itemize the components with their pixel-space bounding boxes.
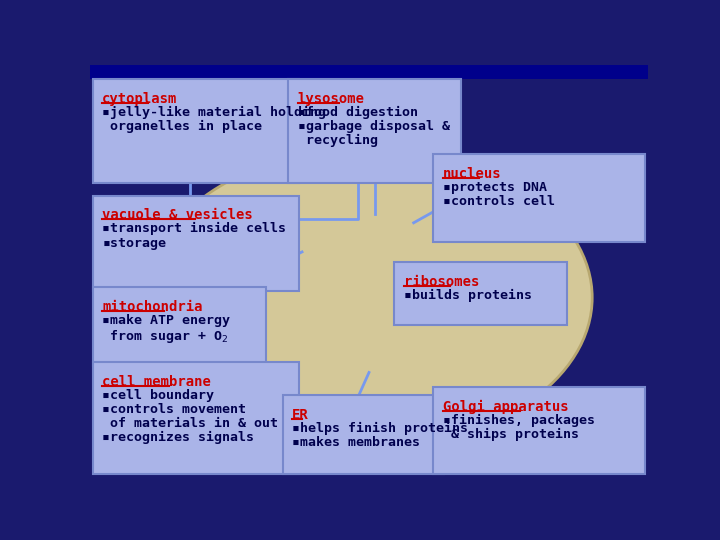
Text: ▪storage: ▪storage bbox=[102, 237, 166, 249]
FancyBboxPatch shape bbox=[288, 79, 461, 183]
Text: ▪controls cell: ▪controls cell bbox=[443, 195, 554, 208]
FancyBboxPatch shape bbox=[93, 196, 300, 292]
Text: ▪make ATP energy: ▪make ATP energy bbox=[102, 314, 230, 327]
Text: ▪garbage disposal &: ▪garbage disposal & bbox=[297, 120, 449, 133]
FancyBboxPatch shape bbox=[394, 262, 567, 325]
Text: ▪finishes, packages: ▪finishes, packages bbox=[443, 414, 595, 427]
Text: from sugar + O$_2$: from sugar + O$_2$ bbox=[102, 328, 229, 345]
Text: & ships proteins: & ships proteins bbox=[443, 428, 579, 441]
Text: ▪transport inside cells: ▪transport inside cells bbox=[102, 222, 287, 235]
Text: of materials in & out: of materials in & out bbox=[102, 417, 278, 430]
Text: Golgi apparatus: Golgi apparatus bbox=[443, 400, 568, 414]
Text: ▪recognizes signals: ▪recognizes signals bbox=[102, 431, 254, 444]
Text: cell membrane: cell membrane bbox=[102, 375, 211, 389]
FancyBboxPatch shape bbox=[433, 387, 645, 474]
Text: mitochondria: mitochondria bbox=[102, 300, 203, 314]
Text: ▪makes membranes: ▪makes membranes bbox=[292, 436, 420, 449]
Text: ER: ER bbox=[292, 408, 309, 422]
Text: ▪builds proteins: ▪builds proteins bbox=[404, 289, 531, 302]
FancyBboxPatch shape bbox=[93, 362, 300, 474]
FancyBboxPatch shape bbox=[93, 79, 300, 183]
Text: lysosome: lysosome bbox=[297, 92, 364, 106]
FancyBboxPatch shape bbox=[90, 65, 648, 79]
Text: organelles in place: organelles in place bbox=[102, 120, 262, 133]
Text: vacuole & vesicles: vacuole & vesicles bbox=[102, 208, 253, 222]
Text: ▪helps finish proteins: ▪helps finish proteins bbox=[292, 422, 468, 435]
FancyBboxPatch shape bbox=[433, 154, 645, 241]
Text: ▪jelly-like material holding: ▪jelly-like material holding bbox=[102, 106, 326, 119]
Text: ▪protects DNA: ▪protects DNA bbox=[443, 181, 546, 194]
FancyBboxPatch shape bbox=[282, 395, 444, 474]
Text: ▪controls movement: ▪controls movement bbox=[102, 403, 246, 416]
Text: nucleus: nucleus bbox=[443, 167, 501, 181]
Text: ▪cell boundary: ▪cell boundary bbox=[102, 389, 215, 402]
Ellipse shape bbox=[145, 148, 593, 447]
Text: cytoplasm: cytoplasm bbox=[102, 92, 178, 106]
FancyBboxPatch shape bbox=[93, 287, 266, 366]
Text: recycling: recycling bbox=[297, 134, 377, 147]
Text: ribosomes: ribosomes bbox=[404, 275, 479, 289]
Text: ▪food digestion: ▪food digestion bbox=[297, 106, 418, 119]
